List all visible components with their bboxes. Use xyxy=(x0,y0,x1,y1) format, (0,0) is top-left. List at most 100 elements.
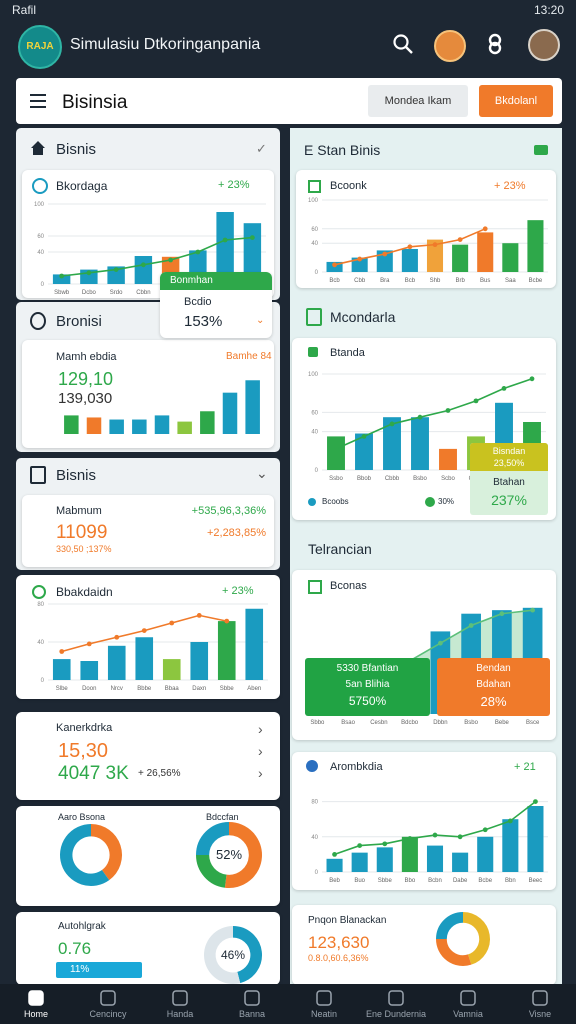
chevron[interactable]: › xyxy=(258,721,263,737)
bar xyxy=(190,642,209,680)
trend-point xyxy=(195,249,201,255)
x-tick-label: Bcbe xyxy=(478,878,492,884)
nav-icon-shape xyxy=(460,990,476,1006)
trend-point xyxy=(445,408,451,413)
nav-item[interactable]: Neatin xyxy=(288,986,360,1024)
bar xyxy=(401,836,418,872)
nav-icon xyxy=(460,990,476,1006)
section-header: Bisnis xyxy=(56,141,97,158)
section-header: Bronisi xyxy=(56,313,102,330)
nav-label: Banna xyxy=(238,1009,266,1019)
status-badge xyxy=(534,145,548,155)
bar xyxy=(216,212,234,284)
x-tick-label: Shb xyxy=(430,278,441,284)
bar xyxy=(477,232,494,272)
x-tick-label: Doon xyxy=(82,686,96,692)
nav-item[interactable]: Cencincy xyxy=(72,986,144,1024)
x-tick-label: Bsbo xyxy=(464,720,478,726)
carrier: Rafil xyxy=(12,3,37,17)
chevron[interactable]: › xyxy=(258,743,263,759)
donut-chart xyxy=(436,912,490,966)
chevron[interactable]: ⌄ xyxy=(256,465,268,481)
nav-item[interactable]: Home xyxy=(0,986,72,1024)
menu-icon[interactable] xyxy=(30,94,48,108)
trend-point xyxy=(169,620,175,626)
trend-point xyxy=(457,834,463,840)
bar xyxy=(376,250,393,272)
avatar[interactable] xyxy=(434,30,466,62)
bar xyxy=(502,819,519,872)
bar xyxy=(177,421,192,434)
profile-avatar[interactable] xyxy=(528,29,560,61)
bar xyxy=(351,257,368,272)
bar xyxy=(52,659,71,680)
bar xyxy=(383,417,401,470)
bar xyxy=(439,448,457,470)
bar xyxy=(109,419,124,434)
trend-point xyxy=(507,818,513,824)
y-tick-label: 40 xyxy=(37,640,44,646)
bar xyxy=(200,411,215,434)
trend-point xyxy=(473,398,479,404)
nav-item[interactable]: Handa xyxy=(144,986,216,1024)
metric-value: 4047 3K xyxy=(58,763,129,784)
donut-slice xyxy=(196,854,228,888)
secondary-button[interactable]: Mondea Ikam xyxy=(368,85,468,117)
y-tick-label: 100 xyxy=(308,198,319,204)
metric-value: 15,30 xyxy=(58,740,109,762)
highlight-box[interactable]: 5330 Bfantian 5an Blihia 5750% xyxy=(305,658,430,716)
x-tick-label: Bbbe xyxy=(137,686,152,692)
trend-point xyxy=(437,640,443,646)
y-tick-label: 40 xyxy=(37,250,44,256)
search-icon[interactable] xyxy=(392,33,414,55)
bar xyxy=(245,608,264,680)
bar xyxy=(327,436,345,470)
trend-point xyxy=(333,446,339,452)
nav-item[interactable]: Vamnia xyxy=(432,986,504,1024)
bar xyxy=(426,239,444,272)
chart-svg xyxy=(64,380,260,434)
x-tick-label: Bus xyxy=(480,278,490,284)
nav-icon xyxy=(100,990,116,1006)
nav-item[interactable]: Ene Dundernia xyxy=(360,986,432,1024)
trend-point xyxy=(361,434,367,439)
card-title: Bcoonk xyxy=(330,180,367,192)
nav-item[interactable]: Visne xyxy=(504,986,576,1024)
account-icon[interactable] xyxy=(484,33,506,55)
x-tick-label: Dbbn xyxy=(433,720,447,726)
chevron[interactable]: ⌄ xyxy=(256,315,265,326)
x-tick-label: Bra xyxy=(380,278,390,284)
card-icon xyxy=(32,178,48,194)
x-tick-label: Brb xyxy=(455,278,465,284)
nav-icon xyxy=(388,990,404,1006)
row-value: +535,96,3,36% xyxy=(191,505,266,517)
chart-svg xyxy=(60,824,122,886)
donut-slice xyxy=(232,926,262,984)
bar xyxy=(351,852,368,872)
x-tick-label: Dcbo xyxy=(82,290,97,296)
card-title: Btanda xyxy=(330,347,365,359)
metric-value: 129,10 xyxy=(58,369,114,389)
logo-text: RAJA xyxy=(26,41,54,52)
highlight-box[interactable]: Bendan Bdahan 28% xyxy=(437,658,550,716)
trend-point xyxy=(382,251,388,257)
card-change: + 23% xyxy=(494,180,526,192)
metric-change: + 26,56% xyxy=(138,768,181,779)
box-value: 28% xyxy=(480,694,507,709)
trend-point xyxy=(249,235,255,240)
y-tick-label: 0 xyxy=(41,282,45,288)
nav-item[interactable]: Banna xyxy=(216,986,288,1024)
nav-icon-shape xyxy=(172,990,188,1006)
donut-slice xyxy=(436,912,464,940)
bar xyxy=(502,243,519,272)
chart-svg: 0 40 80 Slbe Doon Nrcv Bbbe Bbaa Daxn Sbbe Aben xyxy=(37,602,268,692)
donut-center-label: 46% xyxy=(221,948,245,962)
check-icon[interactable]: ✓ xyxy=(256,141,267,156)
progress-bar: 11% xyxy=(56,962,142,978)
x-tick-label: Sbbo xyxy=(310,720,325,726)
trend-point xyxy=(533,799,538,804)
popup[interactable]: Bonmhan Bcdio 153% ⌄ xyxy=(160,272,272,338)
overlay-card[interactable]: Bisndan 23,50% Btahan 237% xyxy=(470,443,548,515)
chevron[interactable]: › xyxy=(258,765,263,781)
primary-button[interactable]: Bkdolanl xyxy=(479,85,553,117)
